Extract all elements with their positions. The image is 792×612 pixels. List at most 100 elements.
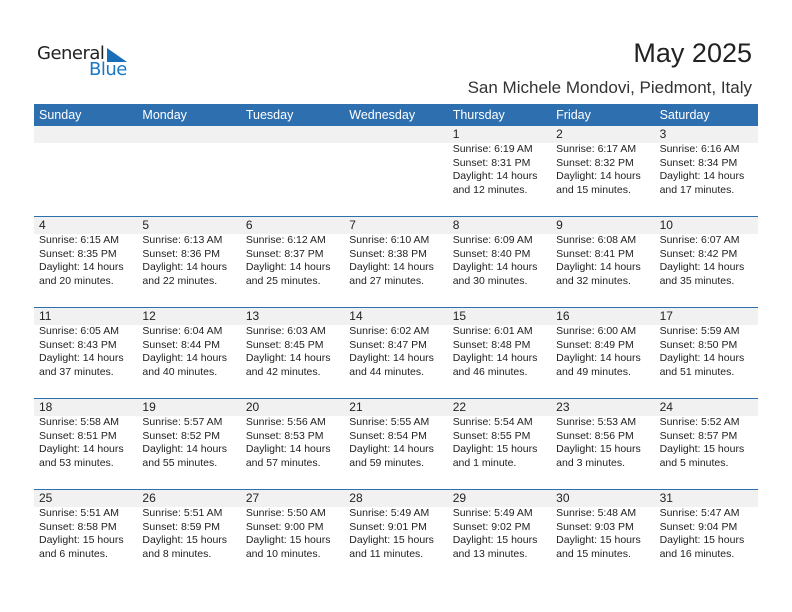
day-number: 10	[659, 218, 673, 232]
weekday-header: Sunday Monday Tuesday Wednesday Thursday Frid…	[34, 104, 758, 126]
sunset-text: Sunset: 8:37 PM	[245, 247, 324, 260]
sunrise-text: Sunrise: 6:13 AM	[142, 234, 223, 246]
sunrise-text: Sunrise: 6:12 AM	[245, 234, 326, 246]
daylight-text: Daylight: 14 hours	[39, 352, 124, 365]
sunset-text: Sunset: 8:58 PM	[39, 520, 117, 533]
daylight-text: Daylight: 14 hours	[452, 261, 538, 274]
daylight-text: Daylight: 14 hours	[142, 443, 228, 456]
day-cell: 6 Sunrise: 6:12 AM Sunset: 8:37 PM Daylight…	[241, 217, 344, 288]
daylight-text: Daylight: 15 hours	[452, 534, 538, 547]
daylight-minutes-text: and 46 minutes.	[452, 365, 528, 378]
sunrise-text: Sunrise: 5:57 AM	[142, 416, 223, 428]
weekday-sunday: Sunday	[39, 108, 82, 122]
sunset-text: Sunset: 8:48 PM	[452, 338, 531, 351]
daylight-text: Daylight: 14 hours	[659, 170, 745, 183]
week-row: 4 Sunrise: 6:15 AM Sunset: 8:35 PM Daylight…	[34, 216, 758, 307]
date-band	[34, 490, 758, 507]
daylight-minutes-text: and 57 minutes.	[245, 456, 321, 469]
day-number: 25	[39, 491, 53, 505]
day-number: 3	[659, 127, 667, 141]
day-cell: 26 Sunrise: 5:51 AM Sunset: 8:59 PM Dayligh…	[137, 490, 240, 561]
daylight-minutes-text: and 20 minutes.	[39, 274, 114, 287]
day-cell: 31 Sunrise: 5:47 AM Sunset: 9:04 PM Dayligh…	[655, 490, 758, 561]
sunset-text: Sunset: 8:54 PM	[349, 429, 427, 442]
daylight-text: Daylight: 14 hours	[349, 352, 434, 365]
sunrise-text: Sunrise: 6:17 AM	[556, 143, 637, 155]
weekday-thursday: Thursday	[452, 108, 505, 122]
daylight-minutes-text: and 32 minutes.	[556, 274, 631, 287]
daylight-minutes-text: and 53 minutes.	[39, 456, 114, 469]
day-number: 17	[659, 309, 673, 323]
daylight-text: Daylight: 14 hours	[39, 443, 124, 456]
sunset-text: Sunset: 8:53 PM	[245, 429, 324, 442]
daylight-minutes-text: and 35 minutes.	[659, 274, 735, 287]
daylight-text: Daylight: 14 hours	[245, 352, 331, 365]
daylight-text: Daylight: 14 hours	[659, 261, 745, 274]
date-band	[34, 399, 758, 416]
day-number: 28	[349, 491, 363, 505]
sunset-text: Sunset: 8:36 PM	[142, 247, 221, 260]
sunrise-text: Sunrise: 5:51 AM	[142, 507, 223, 519]
daylight-text: Daylight: 15 hours	[245, 534, 331, 547]
day-number: 22	[452, 400, 467, 414]
daylight-minutes-text: and 42 minutes.	[245, 365, 321, 378]
sunset-text: Sunset: 8:44 PM	[142, 338, 221, 351]
day-cell: 14 Sunrise: 6:02 AM Sunset: 8:47 PM Dayligh…	[344, 308, 447, 379]
sunrise-text: Sunrise: 5:52 AM	[659, 416, 740, 428]
sunrise-text: Sunrise: 5:56 AM	[245, 416, 326, 428]
daylight-text: Daylight: 14 hours	[556, 261, 641, 274]
daylight-text: Daylight: 14 hours	[452, 170, 538, 183]
daylight-minutes-text: and 3 minutes.	[556, 456, 626, 469]
daylight-text: Daylight: 14 hours	[556, 170, 641, 183]
day-number: 12	[142, 309, 156, 323]
sunset-text: Sunset: 9:01 PM	[349, 520, 427, 533]
daylight-minutes-text: and 1 minute.	[452, 456, 517, 469]
sunrise-text: Sunrise: 5:58 AM	[39, 416, 119, 428]
day-cell: 11 Sunrise: 6:05 AM Sunset: 8:43 PM Dayligh…	[34, 308, 137, 379]
sunrise-text: Sunrise: 6:08 AM	[556, 234, 637, 246]
day-number: 24	[659, 400, 673, 414]
daylight-text: Daylight: 14 hours	[245, 261, 331, 274]
daylight-minutes-text: and 55 minutes.	[142, 456, 218, 469]
day-cell: 21 Sunrise: 5:55 AM Sunset: 8:54 PM Dayligh…	[344, 399, 447, 470]
day-number: 11	[39, 309, 52, 323]
day-number: 5	[142, 218, 150, 232]
sunrise-text: Sunrise: 5:59 AM	[659, 325, 740, 337]
day-cell: 10 Sunrise: 6:07 AM Sunset: 8:42 PM Dayligh…	[655, 217, 758, 288]
daylight-minutes-text: and 22 minutes.	[142, 274, 218, 287]
daylight-text: Daylight: 15 hours	[39, 534, 124, 547]
day-cell: 13 Sunrise: 6:03 AM Sunset: 8:45 PM Dayligh…	[241, 308, 344, 379]
day-number: 15	[452, 309, 467, 323]
day-cell: 30 Sunrise: 5:48 AM Sunset: 9:03 PM Dayligh…	[551, 490, 654, 561]
day-cell: 22 Sunrise: 5:54 AM Sunset: 8:55 PM Dayligh…	[448, 399, 551, 470]
sunrise-text: Sunrise: 5:55 AM	[349, 416, 430, 428]
sunrise-text: Sunrise: 5:49 AM	[349, 507, 430, 519]
empty-cell	[344, 126, 447, 197]
day-cell: 2 Sunrise: 6:17 AM Sunset: 8:32 PM Daylight…	[551, 126, 654, 197]
week-row: 11 Sunrise: 6:05 AM Sunset: 8:43 PM Dayligh…	[34, 307, 758, 398]
daylight-minutes-text: and 37 minutes.	[39, 365, 114, 378]
daylight-text: Daylight: 15 hours	[452, 443, 538, 456]
daylight-minutes-text: and 8 minutes.	[142, 547, 212, 560]
daylight-minutes-text: and 27 minutes.	[349, 274, 424, 287]
sunset-text: Sunset: 8:55 PM	[452, 429, 531, 442]
sunset-text: Sunset: 8:43 PM	[39, 338, 117, 351]
day-number: 13	[245, 309, 260, 323]
sunset-text: Sunset: 8:47 PM	[349, 338, 427, 351]
daylight-text: Daylight: 14 hours	[245, 443, 331, 456]
logo-text-blue: Blue	[89, 59, 127, 80]
sunrise-text: Sunrise: 6:16 AM	[659, 143, 740, 155]
day-number: 16	[556, 309, 570, 323]
sunrise-text: Sunrise: 6:07 AM	[659, 234, 740, 246]
daylight-text: Daylight: 14 hours	[349, 261, 434, 274]
week-row: 25 Sunrise: 5:51 AM Sunset: 8:58 PM Dayligh…	[34, 489, 758, 580]
sunset-text: Sunset: 8:34 PM	[659, 156, 738, 169]
sunrise-text: Sunrise: 5:49 AM	[452, 507, 533, 519]
daylight-minutes-text: and 13 minutes.	[452, 547, 528, 560]
day-number: 19	[142, 400, 156, 414]
day-number: 6	[245, 218, 253, 232]
daylight-text: Daylight: 15 hours	[659, 443, 745, 456]
day-cell: 24 Sunrise: 5:52 AM Sunset: 8:57 PM Dayligh…	[655, 399, 758, 470]
sunrise-text: Sunrise: 6:01 AM	[452, 325, 533, 337]
daylight-text: Daylight: 15 hours	[349, 534, 434, 547]
